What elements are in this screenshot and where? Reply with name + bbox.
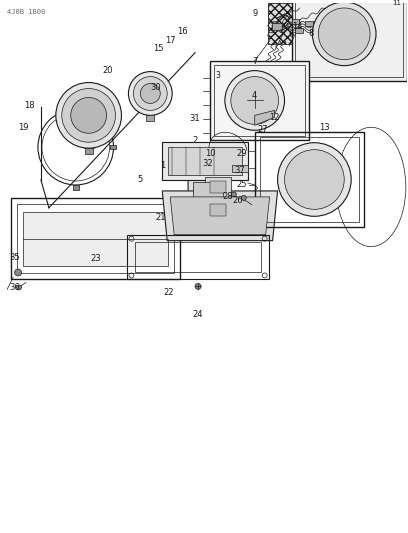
Polygon shape bbox=[210, 181, 226, 193]
Text: 30: 30 bbox=[150, 83, 161, 92]
Text: 36: 36 bbox=[10, 283, 20, 292]
Text: 6: 6 bbox=[289, 30, 294, 39]
Polygon shape bbox=[268, 3, 407, 41]
Circle shape bbox=[225, 70, 284, 130]
Polygon shape bbox=[23, 212, 168, 265]
Text: 22: 22 bbox=[163, 288, 173, 297]
Text: 4: 4 bbox=[252, 91, 257, 100]
Text: 28: 28 bbox=[222, 192, 233, 201]
Text: 16: 16 bbox=[177, 27, 187, 36]
Text: 37: 37 bbox=[235, 166, 245, 174]
Text: 25: 25 bbox=[237, 181, 247, 189]
Polygon shape bbox=[162, 191, 277, 241]
Polygon shape bbox=[85, 148, 93, 154]
Text: 2: 2 bbox=[193, 136, 197, 145]
Circle shape bbox=[15, 269, 22, 276]
Circle shape bbox=[318, 8, 370, 60]
Polygon shape bbox=[73, 185, 79, 190]
Circle shape bbox=[277, 143, 351, 216]
Polygon shape bbox=[306, 21, 313, 26]
Text: 14: 14 bbox=[292, 22, 303, 31]
Circle shape bbox=[133, 77, 167, 110]
Polygon shape bbox=[170, 197, 270, 235]
Circle shape bbox=[17, 285, 22, 290]
Circle shape bbox=[231, 192, 236, 197]
Text: 3: 3 bbox=[215, 71, 220, 80]
Text: 11: 11 bbox=[392, 0, 401, 6]
Circle shape bbox=[71, 98, 106, 133]
Text: 10: 10 bbox=[205, 149, 215, 158]
Circle shape bbox=[195, 284, 201, 289]
Polygon shape bbox=[109, 145, 115, 149]
Polygon shape bbox=[162, 142, 248, 180]
Text: 27: 27 bbox=[257, 125, 268, 134]
Circle shape bbox=[284, 150, 344, 209]
Text: 32: 32 bbox=[203, 159, 213, 167]
Text: 9: 9 bbox=[252, 10, 257, 19]
Text: 8: 8 bbox=[309, 29, 314, 38]
Text: 12: 12 bbox=[269, 113, 280, 122]
Circle shape bbox=[313, 2, 376, 66]
Polygon shape bbox=[272, 23, 282, 30]
Circle shape bbox=[56, 83, 122, 148]
Text: 18: 18 bbox=[24, 101, 34, 110]
Text: 35: 35 bbox=[10, 253, 20, 262]
Polygon shape bbox=[168, 147, 242, 175]
Polygon shape bbox=[193, 182, 223, 209]
Circle shape bbox=[62, 88, 115, 142]
Polygon shape bbox=[146, 115, 154, 122]
Polygon shape bbox=[268, 3, 407, 44]
Polygon shape bbox=[295, 28, 304, 34]
Text: 19: 19 bbox=[18, 123, 28, 132]
Text: 15: 15 bbox=[153, 44, 164, 53]
Text: 24: 24 bbox=[193, 310, 203, 319]
Text: 20: 20 bbox=[102, 66, 113, 75]
Text: 31: 31 bbox=[190, 114, 200, 123]
Polygon shape bbox=[210, 61, 309, 140]
Polygon shape bbox=[205, 177, 231, 197]
Polygon shape bbox=[232, 165, 248, 172]
Polygon shape bbox=[255, 110, 275, 125]
Text: 26: 26 bbox=[233, 196, 243, 205]
Circle shape bbox=[140, 84, 160, 103]
Text: 7: 7 bbox=[252, 57, 257, 66]
Text: 21: 21 bbox=[155, 213, 166, 222]
Text: 4J0B 1B00: 4J0B 1B00 bbox=[7, 9, 45, 15]
Text: 23: 23 bbox=[90, 254, 101, 263]
Polygon shape bbox=[291, 0, 407, 80]
Polygon shape bbox=[205, 200, 231, 220]
Polygon shape bbox=[188, 172, 228, 217]
Text: 17: 17 bbox=[165, 36, 175, 45]
Text: 1: 1 bbox=[160, 160, 165, 169]
Circle shape bbox=[241, 196, 246, 200]
Text: 29: 29 bbox=[237, 149, 247, 158]
Text: 13: 13 bbox=[319, 123, 330, 132]
Text: 5: 5 bbox=[138, 174, 143, 183]
Text: 34: 34 bbox=[279, 23, 290, 33]
Circle shape bbox=[129, 71, 172, 115]
Polygon shape bbox=[210, 204, 226, 216]
Polygon shape bbox=[291, 19, 299, 25]
Circle shape bbox=[231, 77, 279, 124]
